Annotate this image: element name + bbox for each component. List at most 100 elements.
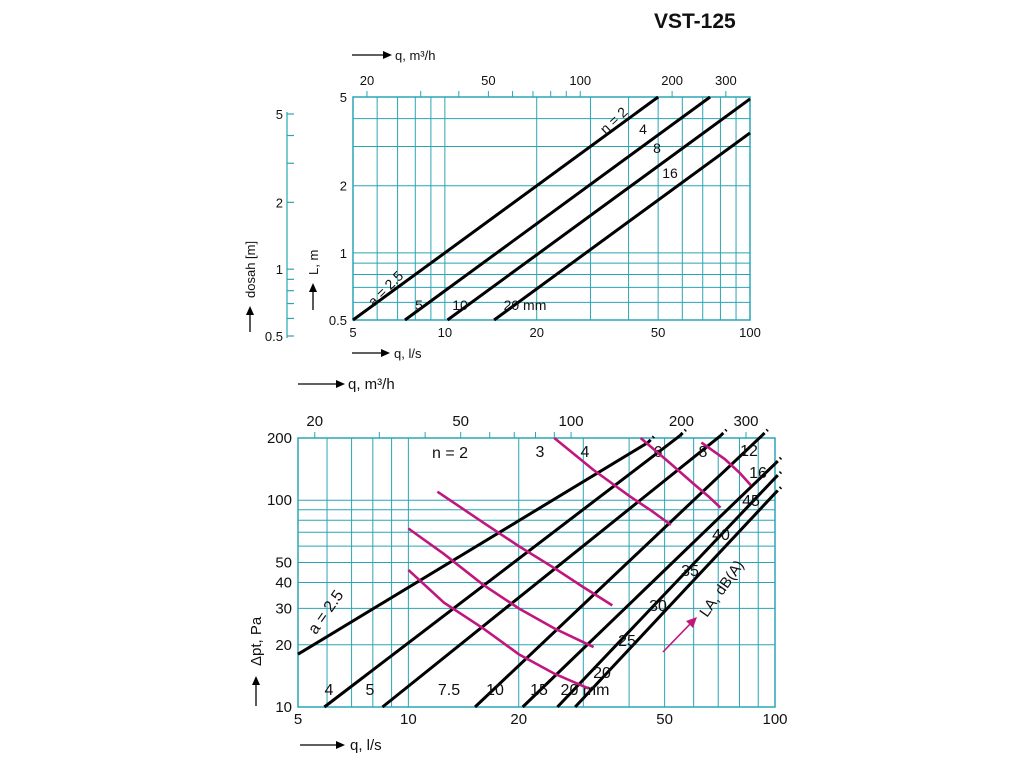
dosah-tick-label: 1 [276,262,283,277]
noise-curve-label: 30 [649,598,667,615]
noise-curve-40 [639,437,722,509]
series-label: 8 [699,444,708,461]
y-axis-label: L, m [306,250,321,275]
x-axis-label-top: q, m³/h [348,376,395,393]
a-label: 20 mm [561,682,610,699]
chart-title: VST-125 [654,10,736,33]
a-label: 10 [452,297,468,313]
x-axis-label-bottom: q, l/s [394,346,422,361]
series-label: 16 [662,165,678,181]
series-line-6 [474,434,763,709]
x-top-arrow-head [336,380,345,388]
a-label: a = 2.5 [365,267,407,309]
x-tick-label-bottom: 50 [656,711,673,728]
a-label: 5 [415,297,423,313]
a-label: 15 [530,682,548,699]
x-tick-label-bottom: 20 [529,325,543,340]
series-line-3 [323,434,681,709]
series-dash-ext [760,428,769,437]
noise-arrow-shaft [662,621,693,653]
x-tick-label-bottom: 5 [349,325,356,340]
y-axis-label: Δpt, Pa [248,616,265,666]
x-tick-label-bottom: 100 [739,325,761,340]
dosah-axis-label: dosah [m] [243,241,258,298]
series-line-8 [521,462,777,709]
noise-curve-25 [407,527,595,649]
x-tick-label-top: 100 [569,73,591,88]
y-arrow-head [309,283,317,292]
series-line-16 [574,492,777,709]
y-tick-label: 10 [275,699,292,716]
series-label: 4 [581,444,590,461]
noise-curve-30 [436,490,614,607]
noise-curve-35 [553,436,672,526]
x-tick-label-bottom: 10 [400,711,417,728]
x-tick-label-top: 200 [661,73,683,88]
a-label: 7.5 [438,682,460,699]
x-axis-label-top: q, m³/h [395,48,435,63]
noise-curve-label: 35 [681,563,699,580]
a-label: 4 [325,682,334,699]
a-label: a = 2.5 [305,587,347,637]
dosah-tick-label: 2 [276,195,283,210]
x-tick-label-bottom: 20 [510,711,527,728]
series-dash-ext [646,435,655,444]
series-line-8 [446,97,751,322]
series-line-12 [556,477,777,709]
series-dash-ext [719,428,728,437]
y-tick-label: 40 [275,575,292,592]
x-tick-label-top: 300 [715,73,737,88]
x-tick-label-bottom: 50 [651,325,665,340]
series-dash-ext [773,456,783,465]
x-bottom-arrow-head [381,349,390,357]
x-bottom-arrow-head [336,741,345,749]
x-tick-label-top: 300 [733,413,758,430]
series-label: n = 2 [432,445,468,462]
series-label: 3 [536,444,545,461]
series-label: 4 [639,121,647,137]
series-label: 8 [653,140,661,156]
a-label: 5 [366,682,375,699]
x-top-arrow-head [383,51,392,59]
y-tick-label: 20 [275,637,292,654]
series-line-16 [493,131,751,322]
plot-frame [297,437,776,708]
y-tick-label: 5 [340,90,347,105]
y-tick-label: 200 [267,430,292,447]
noise-curve-45 [700,441,752,487]
series-line-4 [381,434,722,709]
series-line-n-2 [297,441,649,656]
y-tick-label: 100 [267,492,292,509]
y-tick-label: 30 [275,600,292,617]
x-tick-label-top: 200 [669,413,694,430]
x-tick-label-top: 100 [559,413,584,430]
series-line-4 [404,95,711,322]
y-tick-label: 1 [340,246,347,261]
x-tick-label-top: 20 [306,413,323,430]
x-tick-label-bottom: 5 [294,711,302,728]
series-dash-ext [678,428,687,437]
noise-arrow-head [686,617,697,628]
x-tick-label-top: 50 [481,73,495,88]
noise-curve-label: 20 [593,665,611,682]
plot-frame [352,96,751,321]
y-tick-label: 2 [340,179,347,194]
x-tick-label-top: 20 [360,73,374,88]
series-dash-ext [773,471,783,480]
noise-curve-20 [407,569,590,690]
y-tick-label: 50 [275,554,292,571]
throw-chart: 5 10 20 50 100 20 50 100 200 300 0.5 1 2 5 q, l/s q, m³… [243,48,761,361]
y-arrow-head [252,676,260,685]
dosah-tick-label: 0.5 [265,329,283,344]
noise-curve-label: 40 [712,527,730,544]
series-dash-ext [773,486,783,495]
a-label: 20 mm [504,297,547,313]
noise-curve-label: 45 [742,493,760,510]
series-line-n-2 [352,95,660,322]
x-tick-label-bottom: 100 [762,711,787,728]
y-tick-label: 0.5 [329,313,347,328]
dosah-arrow-head [246,306,254,315]
noise-curve-label: 25 [618,633,636,650]
